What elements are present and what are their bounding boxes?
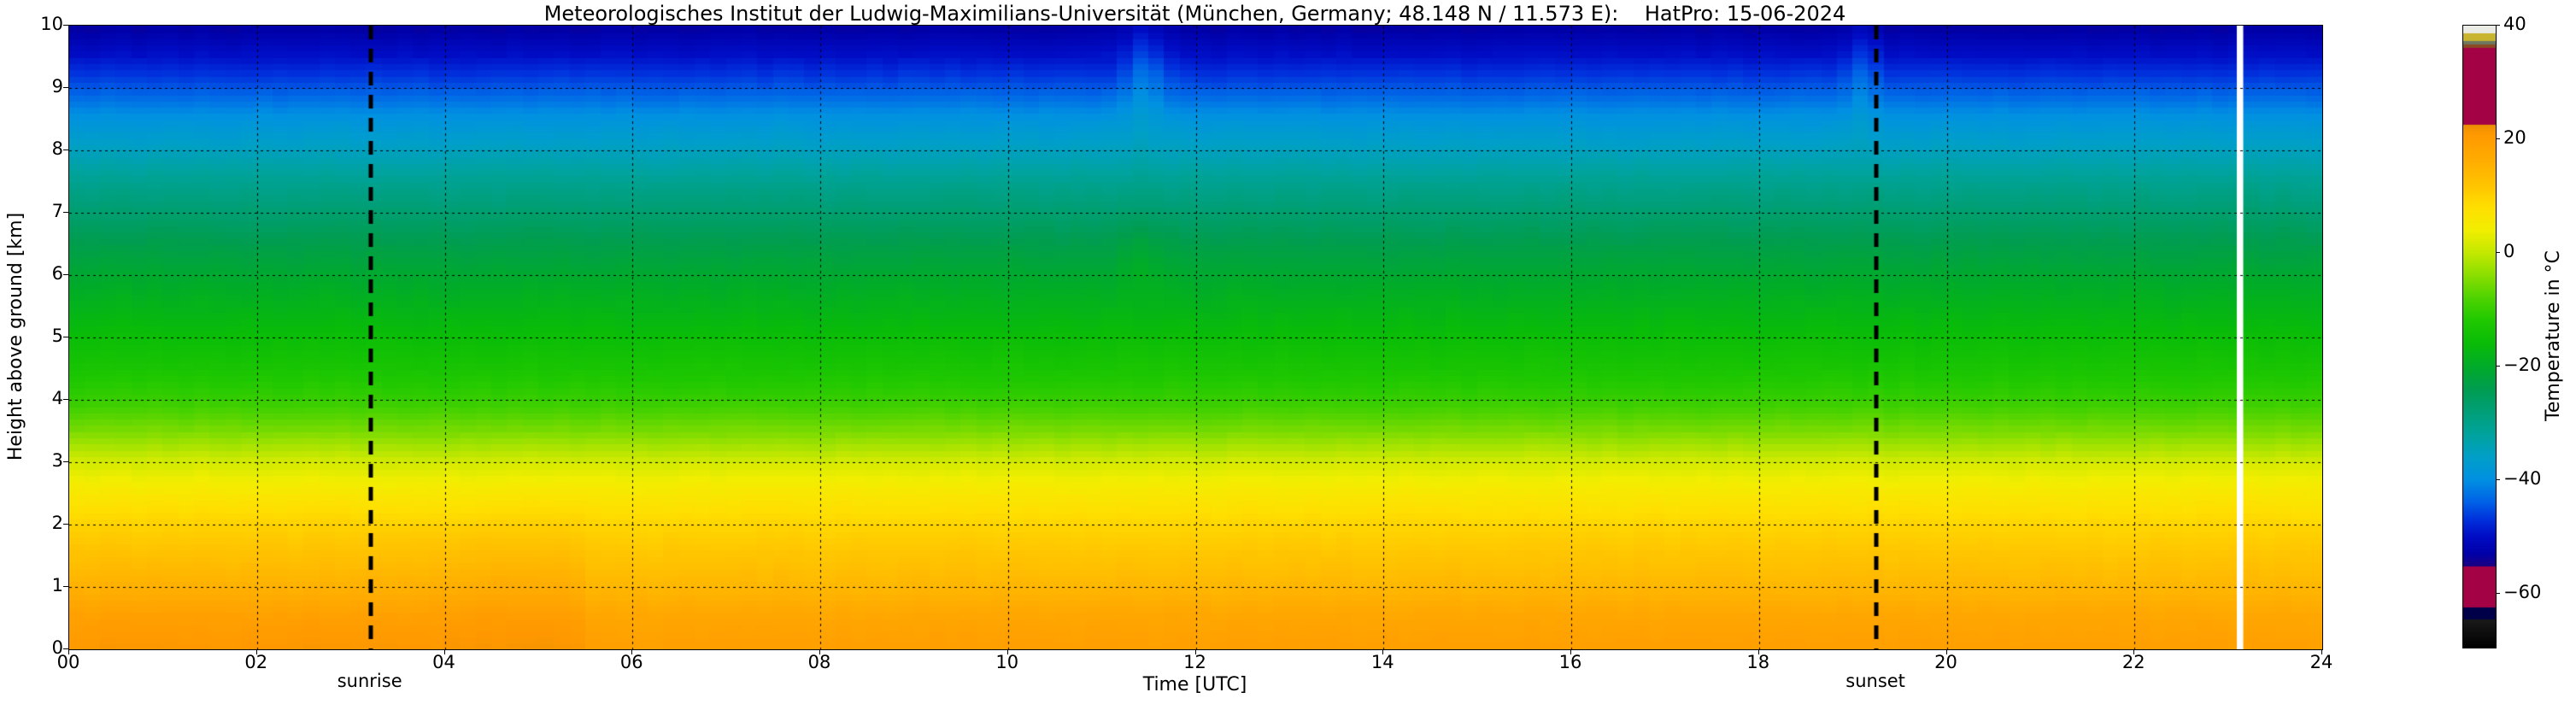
colorbar-tick (2496, 138, 2500, 139)
x-tick (2321, 649, 2322, 654)
y-axis-label: Height above ground [km] (5, 212, 26, 461)
x-tick-label: 06 (619, 652, 643, 672)
y-tick-label: 1 (51, 575, 63, 596)
x-tick (443, 649, 445, 654)
colorbar-tick-label: 40 (2503, 14, 2526, 35)
x-tick (2133, 649, 2135, 654)
x-tick-label: 04 (432, 652, 455, 672)
x-tick (1382, 649, 1384, 654)
y-tick-label: 2 (51, 513, 63, 534)
colorbar-tick-label: 0 (2503, 240, 2515, 261)
y-tick-label: 6 (51, 263, 63, 285)
y-tick (63, 461, 68, 462)
x-tick (255, 649, 257, 654)
y-tick (63, 212, 68, 213)
y-tick (63, 87, 68, 88)
colorbar-label: Temperature in °C (2543, 250, 2564, 421)
colorbar-tick-label: −60 (2503, 581, 2542, 602)
colorbar-tick (2496, 251, 2500, 253)
y-tick-label: 9 (51, 76, 63, 97)
x-tick (1757, 649, 1759, 654)
y-tick (63, 586, 68, 587)
colorbar-tick (2496, 25, 2500, 26)
colorbar-tick (2496, 478, 2500, 480)
x-tick-label: 20 (1934, 652, 1957, 672)
colorbar-tick-label: −40 (2503, 467, 2542, 489)
colorbar-tick-label: 20 (2503, 126, 2526, 148)
y-tick (63, 648, 68, 649)
x-tick (1945, 649, 1947, 654)
x-tick-label: 24 (2309, 652, 2333, 672)
x-tick-label: 02 (244, 652, 268, 672)
colorbar-tick-label: −20 (2503, 354, 2542, 375)
y-tick-label: 5 (51, 326, 63, 347)
x-tick-label: 00 (56, 652, 80, 672)
y-tick (63, 399, 68, 400)
heatmap-plot-area (68, 25, 2323, 650)
y-tick-label: 4 (51, 388, 63, 409)
x-axis-label: Time [UTC] (1142, 674, 1247, 695)
y-tick-label: 3 (51, 450, 63, 472)
y-tick-label: 0 (51, 637, 63, 659)
x-tick-label: 14 (1370, 652, 1394, 672)
x-tick-label: 08 (807, 652, 831, 672)
x-tick-label: 10 (995, 652, 1019, 672)
colorbar-tick (2496, 365, 2500, 367)
temperature-heatmap-canvas (69, 26, 2322, 649)
chart-title: Meteorologisches Institut der Ludwig-Max… (543, 2, 1846, 26)
x-tick (631, 649, 633, 654)
colorbar-canvas (2463, 26, 2496, 648)
y-tick (63, 25, 68, 26)
colorbar (2462, 25, 2497, 648)
x-tick (819, 649, 820, 654)
x-tick-label: 22 (2121, 652, 2145, 672)
colorbar-tick (2496, 592, 2500, 594)
x-tick-label: 12 (1183, 652, 1206, 672)
y-tick-label: 7 (51, 201, 63, 222)
y-tick-label: 8 (51, 138, 63, 160)
y-tick (63, 274, 68, 275)
sunrise-label: sunrise (337, 671, 402, 691)
x-tick-label: 16 (1558, 652, 1582, 672)
x-tick-label: 18 (1746, 652, 1770, 672)
sunset-label: sunset (1845, 671, 1905, 691)
y-tick-label: 10 (40, 14, 63, 35)
x-tick (1006, 649, 1008, 654)
x-tick (1570, 649, 1571, 654)
y-tick (63, 524, 68, 525)
x-tick (68, 649, 69, 654)
x-tick (1194, 649, 1196, 654)
